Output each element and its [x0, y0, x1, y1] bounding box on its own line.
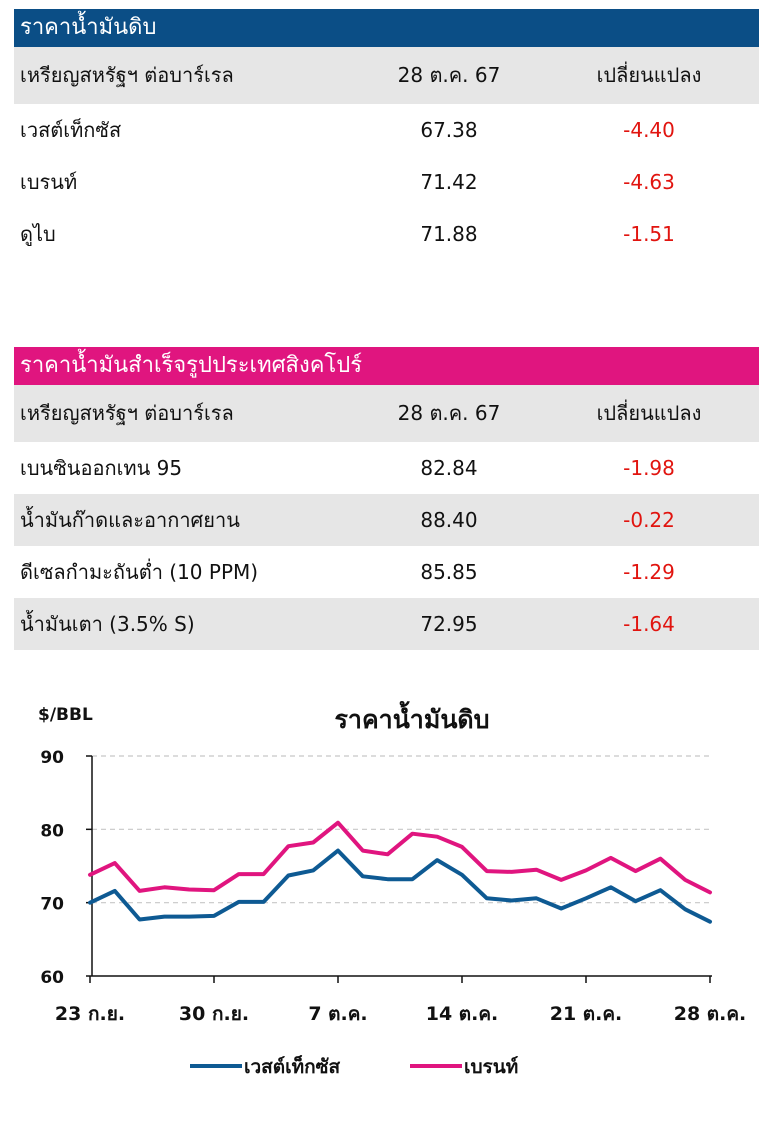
change-header: เปลี่ยนแปลง	[596, 401, 702, 425]
x-tick-label: 28 ต.ค.	[674, 1003, 747, 1025]
product-name: ดูไบ	[20, 222, 56, 246]
gridlines	[92, 755, 712, 904]
price-value: 85.85	[420, 560, 478, 584]
price-value: 82.84	[420, 456, 478, 480]
product-name: เบนซินออกเทน 95	[20, 456, 183, 480]
table-row: ดูไบ 71.88 -1.51	[14, 208, 759, 260]
x-tick-label: 23 ก.ย.	[55, 1003, 125, 1025]
series-line	[88, 820, 712, 895]
unit-header: เหรียญสหรัฐฯ ต่อบาร์เรล	[20, 401, 234, 425]
y-tick-label: 70	[40, 895, 64, 915]
table-row: เบรนท์ 71.42 -4.63	[14, 156, 759, 208]
change-value: -1.29	[623, 560, 675, 584]
table-row: เวสต์เท็กซัส 67.38 -4.40	[14, 104, 759, 156]
date-header: 28 ต.ค. 67	[397, 63, 501, 87]
crude-table-header: เหรียญสหรัฐฯ ต่อบาร์เรล 28 ต.ค. 67 เปลี่…	[14, 47, 759, 104]
change-value: -1.64	[623, 612, 675, 636]
change-value: -4.63	[623, 170, 675, 194]
axes: 60 70 80 90 23 ก.ย. 30 ก.ย. 7 ต.ค. 14 ต.ค. 21 ต.…	[40, 748, 746, 1025]
table-row: น้ำมันก๊าดและอากาศยาน 88.40 -0.22	[14, 494, 759, 546]
table-row: เบนซินออกเทน 95 82.84 -1.98	[14, 442, 759, 494]
price-value: 88.40	[420, 508, 478, 532]
price-value: 71.88	[420, 222, 478, 246]
chart-title: ราคาน้ำมันดิบ	[334, 700, 489, 734]
y-axis-unit-label: $/BBL	[38, 705, 93, 725]
change-value: -1.98	[623, 456, 675, 480]
singapore-table-header: เหรียญสหรัฐฯ ต่อบาร์เรล 28 ต.ค. 67 เปลี่…	[14, 385, 759, 442]
table-row: น้ำมันเตา (3.5% S) 72.95 -1.64	[14, 598, 759, 650]
crude-price-table: ราคาน้ำมันดิบ เหรียญสหรัฐฯ ต่อบาร์เรล 28…	[14, 9, 759, 260]
product-name: น้ำมันเตา (3.5% S)	[20, 612, 195, 636]
change-header: เปลี่ยนแปลง	[596, 63, 702, 87]
crude-price-chart: $/BBL ราคาน้ำมันดิบ 60 70 80 90 23 ก.ย. 30 ก.…	[38, 700, 746, 1078]
product-name: เวสต์เท็กซัส	[20, 118, 122, 142]
price-value: 71.42	[420, 170, 478, 194]
series-line	[88, 848, 712, 924]
product-name: น้ำมันก๊าดและอากาศยาน	[20, 508, 240, 532]
singapore-table-title: ราคาน้ำมันสำเร็จรูปประเทศสิงคโปร์	[14, 347, 759, 385]
legend-label: เบรนท์	[464, 1056, 518, 1078]
x-tick-label: 7 ต.ค.	[308, 1003, 367, 1025]
singapore-price-table: ราคาน้ำมันสำเร็จรูปประเทศสิงคโปร์ เหรียญ…	[14, 347, 759, 650]
legend-label: เวสต์เท็กซัส	[244, 1054, 341, 1078]
table-row: ดีเซลกำมะถันต่ำ (10 PPM) 85.85 -1.29	[14, 546, 759, 598]
change-value: -0.22	[623, 508, 675, 532]
price-value: 72.95	[420, 612, 478, 636]
series-lines	[88, 820, 712, 924]
product-name: ดีเซลกำมะถันต่ำ (10 PPM)	[20, 560, 259, 584]
price-value: 67.38	[420, 118, 478, 142]
legend: เวสต์เท็กซัส เบรนท์	[190, 1054, 518, 1078]
unit-header: เหรียญสหรัฐฯ ต่อบาร์เรล	[20, 63, 234, 87]
x-tick-label: 14 ต.ค.	[426, 1003, 499, 1025]
y-tick-label: 90	[40, 748, 64, 768]
y-tick-label: 80	[40, 821, 64, 841]
date-header: 28 ต.ค. 67	[397, 401, 501, 425]
change-value: -4.40	[623, 118, 675, 142]
change-value: -1.51	[623, 222, 675, 246]
crude-table-title: ราคาน้ำมันดิบ	[14, 9, 759, 47]
y-tick-label: 60	[40, 968, 64, 988]
x-tick-label: 30 ก.ย.	[179, 1003, 249, 1025]
x-tick-label: 21 ต.ค.	[550, 1003, 623, 1025]
product-name: เบรนท์	[20, 170, 78, 194]
